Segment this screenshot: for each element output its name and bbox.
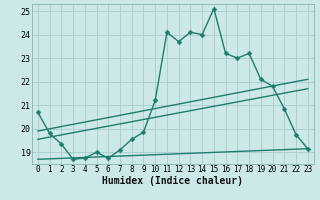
X-axis label: Humidex (Indice chaleur): Humidex (Indice chaleur) bbox=[102, 176, 243, 186]
